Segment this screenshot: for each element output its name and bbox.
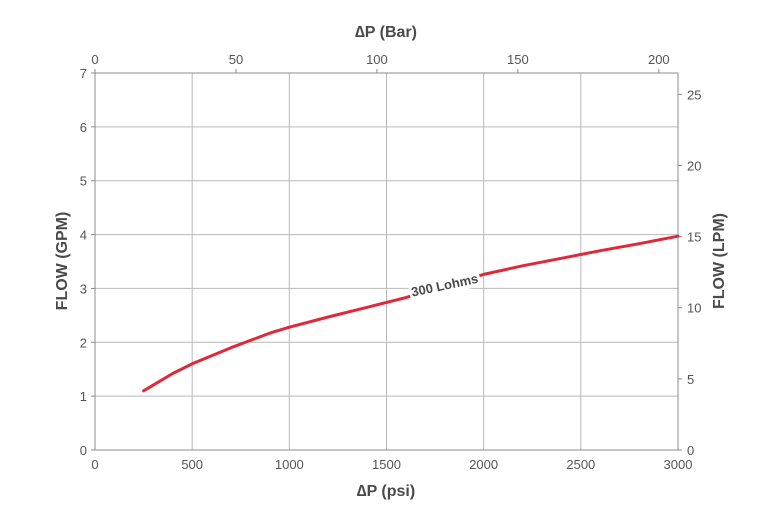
x2-tick-label: 150	[507, 52, 529, 67]
y-tick-label: 1	[80, 389, 87, 404]
y-tick-label: 4	[80, 228, 87, 243]
series-line	[142, 234, 680, 393]
y-tick-label: 0	[80, 443, 87, 458]
series-label-group: 300 Lohms	[407, 268, 482, 302]
x-tick-label: 0	[91, 457, 98, 472]
y2-tick-label: 10	[687, 301, 701, 316]
y-tick-label: 6	[80, 120, 87, 135]
x-tick-label: 500	[181, 457, 203, 472]
left-axis-title: FLOW (GPM)	[54, 212, 71, 311]
y2-tick-label: 5	[687, 372, 694, 387]
x-tick-label: 2500	[566, 457, 595, 472]
y2-tick-label: 20	[687, 158, 701, 173]
top-axis-title: ∆P (Bar)	[355, 24, 417, 41]
x-tick-label: 1500	[372, 457, 401, 472]
plot-frame	[94, 72, 679, 451]
series-label: 300 Lohms	[410, 271, 480, 300]
x-tick-label: 2000	[469, 457, 498, 472]
x-tick-label: 1000	[275, 457, 304, 472]
y-tick-label: 3	[80, 281, 87, 296]
y2-tick-label: 25	[687, 87, 701, 102]
grid-lines	[95, 73, 678, 450]
x2-tick-label: 0	[91, 52, 98, 67]
x-tick-label: 3000	[664, 457, 693, 472]
y-tick-label: 5	[80, 174, 87, 189]
bottom-axis-title: ∆P (psi)	[357, 483, 415, 500]
series-label-background	[407, 268, 482, 302]
y2-tick-label: 0	[687, 443, 694, 458]
y2-tick-label: 15	[687, 230, 701, 245]
y-tick-label: 7	[80, 66, 87, 81]
series-layer: 300 Lohms	[142, 234, 680, 393]
x2-tick-label: 100	[366, 52, 388, 67]
y-tick-label: 2	[80, 335, 87, 350]
x2-tick-label: 50	[229, 52, 243, 67]
x2-tick-label: 200	[648, 52, 670, 67]
right-axis-title: FLOW (LPM)	[711, 213, 728, 309]
